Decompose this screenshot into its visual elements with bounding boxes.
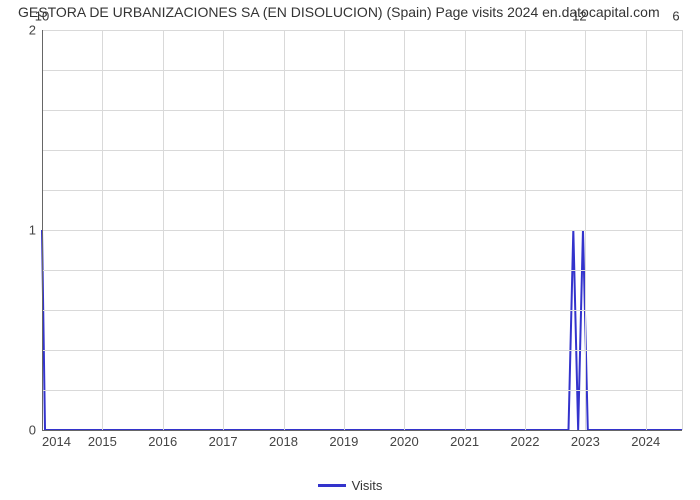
y-tick-label: 2 [29, 23, 36, 38]
y-tick-label: 1 [29, 223, 36, 238]
x-tick-label: 2018 [269, 434, 298, 449]
gridline-v [163, 30, 164, 430]
y-axis [42, 30, 43, 430]
value-label: 6 [672, 9, 679, 24]
legend: Visits [0, 478, 700, 493]
x-tick-label: 2014 [42, 434, 71, 449]
plot-border-right [682, 30, 683, 430]
gridline-v [465, 30, 466, 430]
x-tick-label: 2022 [511, 434, 540, 449]
x-tick-label: 2023 [571, 434, 600, 449]
y-tick-label: 0 [29, 423, 36, 438]
gridline-v [404, 30, 405, 430]
gridline-v [102, 30, 103, 430]
value-label: 12 [572, 9, 586, 24]
plot-area: 0122014201520162017201820192020202120222… [42, 30, 682, 430]
x-tick-label: 2024 [631, 434, 660, 449]
x-axis [42, 430, 682, 431]
gridline-v [646, 30, 647, 430]
gridline-v [344, 30, 345, 430]
x-tick-label: 2016 [148, 434, 177, 449]
gridline-v [284, 30, 285, 430]
legend-swatch [318, 484, 346, 487]
x-tick-label: 2021 [450, 434, 479, 449]
chart-title: GESTORA DE URBANIZACIONES SA (EN DISOLUC… [0, 4, 700, 20]
x-tick-label: 2020 [390, 434, 419, 449]
value-label: 10 [35, 9, 49, 24]
chart-root: GESTORA DE URBANIZACIONES SA (EN DISOLUC… [0, 0, 700, 500]
gridline-v [585, 30, 586, 430]
gridline-v [223, 30, 224, 430]
x-tick-label: 2017 [209, 434, 238, 449]
gridline-v [525, 30, 526, 430]
x-tick-label: 2019 [329, 434, 358, 449]
x-tick-label: 2015 [88, 434, 117, 449]
legend-label: Visits [352, 478, 383, 493]
